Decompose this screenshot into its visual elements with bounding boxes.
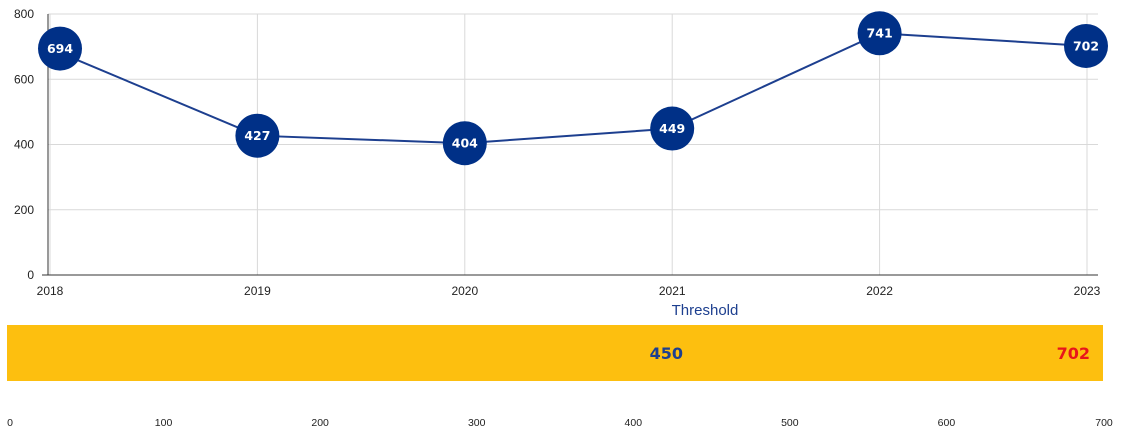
x-tick-label: 2019: [244, 284, 271, 298]
grid-lines: [48, 13, 1098, 275]
y-tick-label: 200: [14, 203, 34, 217]
scale-tick-label: 300: [467, 417, 486, 429]
scale-tick-label: 500: [781, 417, 799, 429]
scale-tick-label: 600: [937, 417, 956, 429]
data-point-label: 741: [867, 26, 893, 41]
current-value-label: 702: [1056, 344, 1090, 363]
scale-tick-label: 700: [1095, 417, 1113, 429]
data-point-marker: [235, 113, 280, 158]
y-tick-label: 600: [14, 72, 34, 86]
scale-tick-label: 200: [311, 417, 329, 429]
series-line: [49, 32, 1088, 145]
y-tick-label: 0: [27, 268, 34, 282]
x-tick-label: 2022: [866, 284, 893, 298]
line-chart: 0 200 400 600 800 2018 2019 2020 2021 2022 2023 69…: [14, 7, 1108, 298]
data-point-marker: [442, 121, 487, 166]
data-point-label: 449: [659, 121, 685, 136]
x-tick-label: 2021: [659, 284, 686, 298]
threshold-title: Threshold: [671, 302, 739, 319]
x-tick-label: 2020: [451, 284, 478, 298]
data-markers: 694 427 404 449 741 702: [38, 11, 1108, 166]
data-point-label: 427: [244, 128, 270, 143]
axes: 0 200 400 600 800 2018 2019 2020 2021 2022 2023: [14, 7, 1101, 298]
threshold-value-label: 450: [649, 344, 683, 363]
y-tick-label: 400: [14, 138, 34, 152]
y-tick-label: 800: [14, 7, 34, 21]
scale-tick-label: 400: [624, 417, 643, 429]
data-point-marker: [650, 106, 695, 151]
threshold-bar: [7, 325, 1103, 381]
data-point-label: 694: [47, 41, 73, 56]
scale-tick-label: 0: [7, 417, 13, 429]
data-point-label: 702: [1073, 38, 1099, 53]
x-tick-label: 2018: [37, 284, 64, 298]
data-point-marker: [857, 11, 902, 56]
scale-tick-label: 100: [154, 417, 173, 429]
x-tick-label: 2023: [1074, 284, 1101, 298]
data-point-label: 404: [452, 136, 478, 151]
data-point-marker: [1064, 23, 1108, 68]
series-line-path: [49, 32, 1088, 145]
data-point-marker: [38, 26, 82, 71]
